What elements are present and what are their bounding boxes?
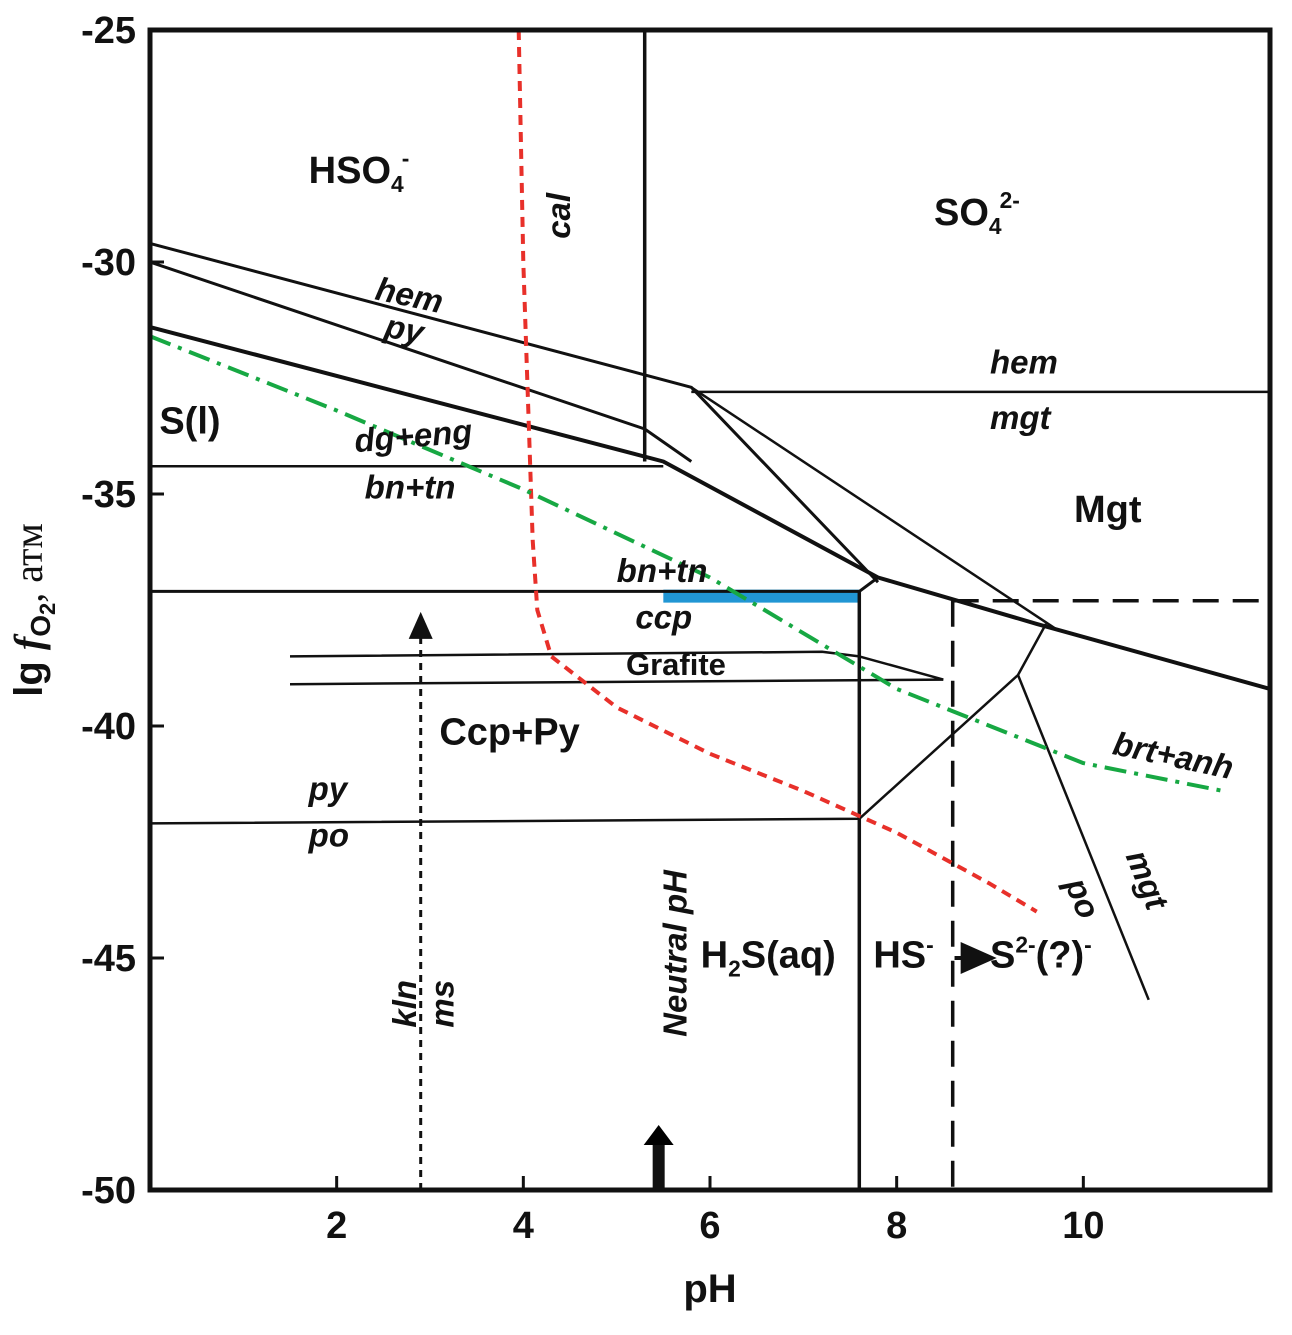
neutral-ph-arrow-head (643, 1125, 674, 1146)
plot-area (150, 30, 1270, 1190)
line-brt-anh (150, 334, 1224, 793)
x-tick-label: 4 (513, 1205, 534, 1247)
label-h2s: H2S(aq) (701, 934, 836, 981)
label-cal-label: cal (540, 192, 577, 239)
plot-frame (147, 27, 1273, 1193)
line-grafite-lower (289, 678, 944, 686)
label-ms-label: ms (423, 980, 460, 1028)
y-tick-label: -25 (81, 10, 136, 52)
label-dg-eng-label: dg+eng (353, 412, 474, 459)
label-bn-tn-label-2: bn+tn (617, 552, 708, 589)
y-axis-title: lg fO2, атм (6, 523, 60, 697)
neutral-ph-arrow-shaft (652, 1143, 665, 1190)
label-ccp-label: ccp (635, 599, 692, 636)
label-py-label-1: py (381, 307, 429, 352)
y-tick-label: -45 (81, 938, 136, 980)
label-hem-label-2: hem (990, 343, 1058, 380)
label-mgt-field: Mgt (1074, 489, 1142, 531)
label-brt-anh-label: brt+anh (1110, 724, 1237, 786)
x-tick-label: 8 (886, 1205, 907, 1247)
line-mgt-diagonal (690, 386, 1056, 630)
x-axis-title: pH (683, 1267, 736, 1311)
label-mgt-label-1: mgt (990, 399, 1053, 436)
line-cal (516, 30, 1038, 914)
label-hs: HS- (873, 931, 933, 976)
label-neutral-ph: Neutral pH (657, 869, 694, 1037)
label-bn-tn-label-1: bn+tn (365, 469, 456, 506)
label-kln-label: kln (386, 980, 423, 1028)
label-mgt-label-2: mgt (1119, 845, 1177, 917)
x-tick-label: 6 (699, 1205, 720, 1247)
label-s2: S2-(?)- (990, 931, 1092, 976)
line-py-po (150, 623, 1048, 825)
line-hem-py-upper (150, 241, 880, 584)
label-s-l: S(l) (159, 401, 220, 443)
x-tick-label: 10 (1062, 1205, 1104, 1247)
y-tick-label: -40 (81, 706, 136, 748)
label-ccp-py: Ccp+Py (439, 712, 579, 754)
label-hso4: HSO4- (309, 145, 410, 197)
line-mgt-po (1016, 674, 1150, 1001)
y-tick-label: -30 (81, 242, 136, 284)
label-so4: SO42- (934, 187, 1020, 239)
y-tick-label: -50 (81, 1170, 136, 1212)
y-tick-label: -35 (81, 474, 136, 516)
x-tick-label: 2 (326, 1205, 347, 1247)
line-bn-tn-ccp (150, 576, 879, 593)
label-po-label-1: po (308, 817, 349, 854)
label-py-label-2: py (308, 770, 349, 807)
label-grafite-label: Grafite (626, 647, 726, 682)
